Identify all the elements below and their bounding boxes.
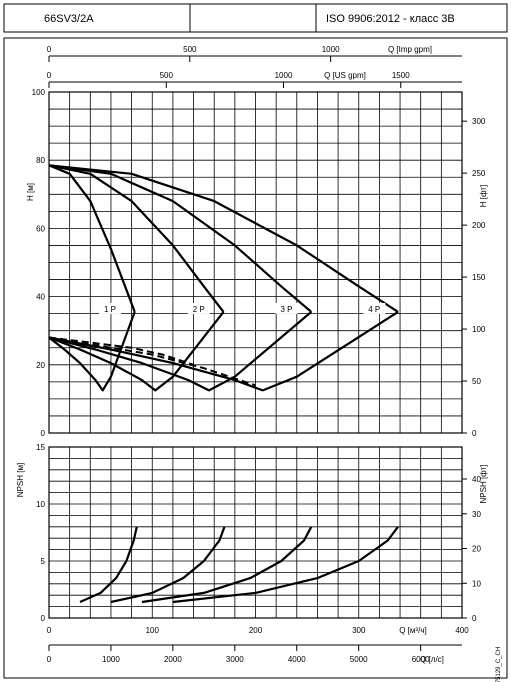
head-series-1p-head: [48, 164, 136, 313]
head-series-3p-efficiency: [48, 311, 313, 392]
m3h-tick-label: 100: [146, 626, 160, 635]
head-curves: [48, 164, 399, 392]
series-label-1p: 1 P: [104, 305, 116, 314]
ls-tick-label: 0: [47, 655, 52, 664]
series-label-bg: [275, 302, 298, 314]
series-label-bg: [98, 302, 121, 314]
head-series-3p-head: [48, 164, 313, 313]
npsh-series-4p: [172, 526, 399, 604]
npsh-right-tick-label: 10: [472, 579, 481, 588]
head-ytick-label: 60: [36, 224, 45, 233]
head-right-tick-label: 100: [472, 325, 486, 334]
m3h-tick-label: 200: [249, 626, 263, 635]
head-ytick-label: 20: [36, 361, 45, 370]
head-right-tick-label: 250: [472, 169, 486, 178]
npsh-right-tick-label: 40: [472, 475, 481, 484]
head-ytick-label: 100: [32, 88, 46, 97]
imp-tick-label: 1000: [322, 45, 340, 54]
series-label-bg: [363, 302, 386, 314]
imp-tick-label: 500: [183, 45, 197, 54]
m3h-tick-label: 400: [455, 626, 469, 635]
us-tick-label: 1500: [392, 71, 410, 80]
npsh-ylabel-left: NPSH [м]: [16, 463, 25, 497]
m3h-tick-label: 0: [47, 626, 52, 635]
standard-label: ISO 9906:2012 - класс 3B: [326, 13, 455, 25]
head-series-4p-head: [48, 164, 399, 313]
head-ylabel-right: H [фт]: [479, 185, 488, 208]
head-plot-frame: [48, 91, 463, 434]
npsh-ylabel-right: NPSH [фт]: [479, 465, 488, 504]
outer-frame: [3, 37, 508, 679]
npsh-plot-frame: [48, 446, 463, 619]
ls-axis-label: Q [л/с]: [420, 655, 444, 664]
npsh-series-3p: [141, 526, 313, 604]
head-series-dashed-dashed: [48, 336, 256, 387]
head-series-2p-efficiency: [48, 311, 225, 392]
us-axis-label: Q [US gpm]: [324, 71, 366, 80]
head-series-2p-head: [48, 164, 225, 313]
series-label-bg: [187, 302, 210, 314]
head-right-tick-label: 300: [472, 117, 486, 126]
npsh-right-tick-label: 30: [472, 510, 481, 519]
series-label-4p: 4 P: [368, 305, 380, 314]
head-right-tick-label: 50: [472, 377, 481, 386]
footnote: 75129_C_CH: [496, 647, 502, 682]
head-ytick-label: 40: [36, 293, 45, 302]
imp-tick-label: 0: [47, 45, 52, 54]
head-right-tick-label: 150: [472, 273, 486, 282]
m3h-axis-label: Q [м³/ч]: [399, 626, 426, 635]
head-series-dashed-dashed: [48, 336, 194, 366]
npsh-series-2p: [110, 526, 226, 604]
imp-axis-label: Q [Imp gpm]: [388, 45, 432, 54]
ls-tick-label: 3000: [226, 655, 244, 664]
ls-tick-label: 1000: [102, 655, 120, 664]
head-ytick-label: 0: [41, 429, 46, 438]
ls-tick-label: 5000: [350, 655, 368, 664]
npsh-right-tick-label: 0: [472, 614, 477, 623]
us-tick-label: 1000: [275, 71, 293, 80]
header-frame: [3, 3, 508, 33]
head-ytick-label: 80: [36, 156, 45, 165]
npsh-series-1p: [79, 526, 138, 604]
series-label-3p: 3 P: [280, 305, 292, 314]
head-right-tick-label: 200: [472, 221, 486, 230]
ls-tick-label: 2000: [164, 655, 182, 664]
ls-tick-label: 6000: [412, 655, 430, 664]
npsh-ytick-label: 0: [41, 614, 46, 623]
head-right-tick-label: 0: [472, 429, 477, 438]
us-tick-label: 500: [160, 71, 174, 80]
head-ylabel-left: H [м]: [26, 183, 35, 201]
us-tick-label: 0: [47, 71, 52, 80]
model-label: 66SV3/2A: [44, 13, 94, 25]
m3h-tick-label: 300: [352, 626, 366, 635]
ls-tick-label: 4000: [288, 655, 306, 664]
head-series-4p-efficiency: [48, 310, 399, 392]
npsh-ytick-label: 5: [41, 557, 46, 566]
head-series-1p-efficiency: [48, 311, 136, 392]
npsh-curves: [79, 526, 399, 604]
npsh-right-tick-label: 20: [472, 545, 481, 554]
npsh-ytick-label: 10: [36, 500, 45, 509]
npsh-ytick-label: 15: [36, 443, 45, 452]
series-label-2p: 2 P: [193, 305, 205, 314]
